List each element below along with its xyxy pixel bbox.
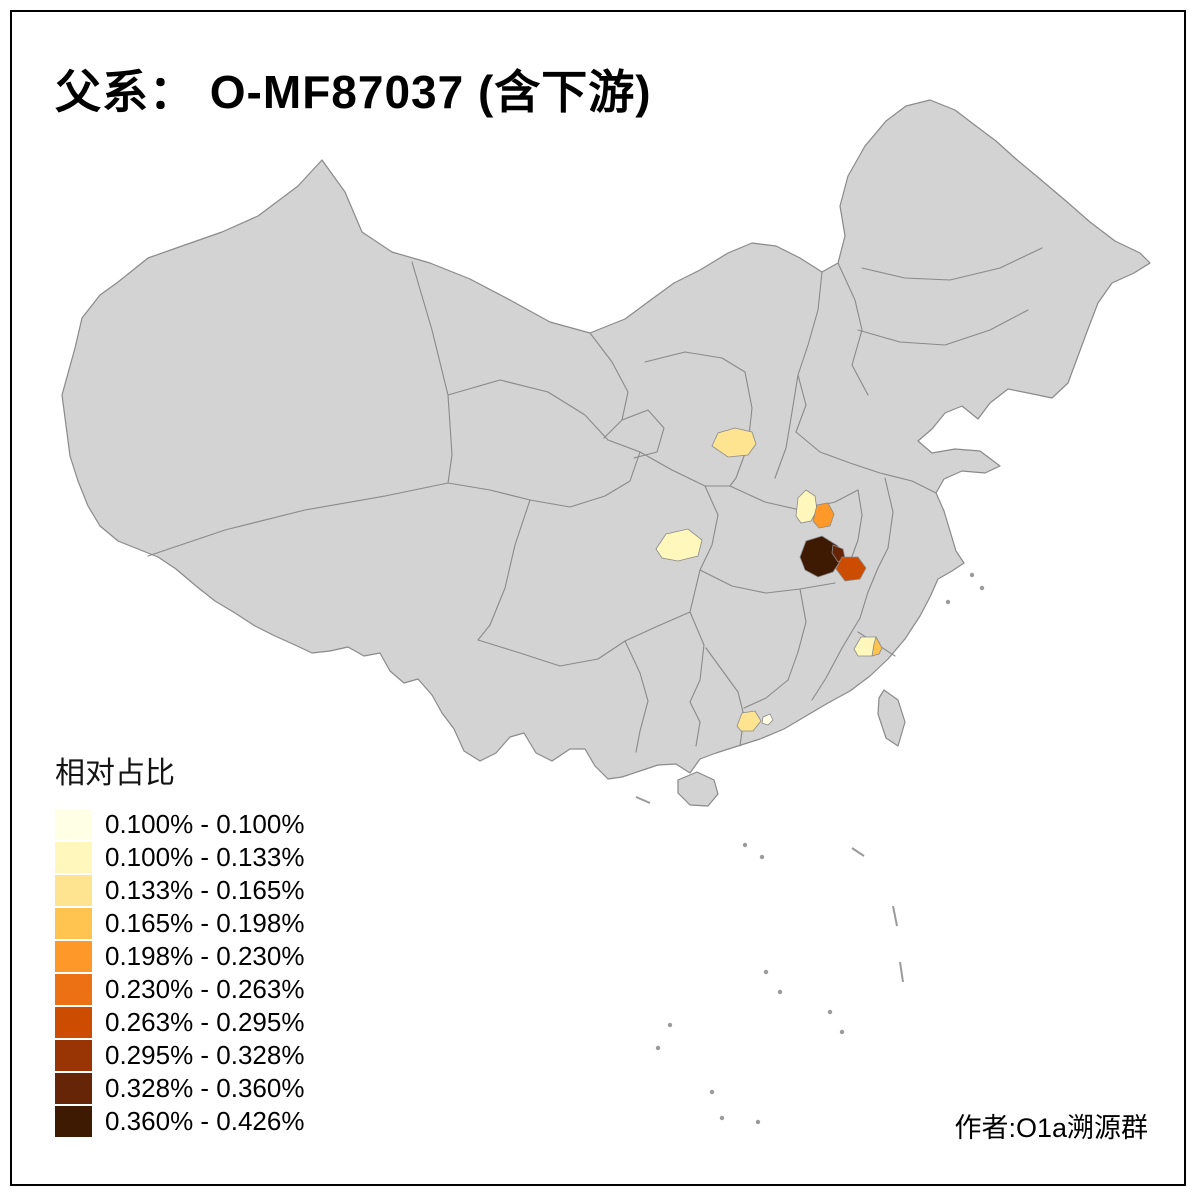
highlight-region-3: [812, 502, 835, 529]
author-caption: 作者:O1a溯源群: [954, 1113, 1148, 1143]
legend-item: 0.360% - 0.426%: [55, 1105, 304, 1138]
china-mainland-shape: [61, 99, 1151, 780]
legend-item: 0.328% - 0.360%: [55, 1072, 304, 1105]
highlight-region-10: [736, 710, 762, 732]
legend-label: 0.263% - 0.295%: [105, 1007, 305, 1037]
legend-title: 相对占比: [55, 757, 175, 790]
legend-swatch: [55, 941, 92, 972]
legend-label: 0.100% - 0.133%: [105, 842, 305, 872]
legend-swatch: [55, 1106, 92, 1137]
legend-swatch: [55, 974, 92, 1005]
highlight-region-4: [655, 528, 703, 562]
legend-label: 0.100% - 0.100%: [105, 809, 305, 839]
legend-item: 0.165% - 0.198%: [55, 907, 304, 940]
hainan-island-shape: [677, 771, 719, 807]
highlight-region-2: [795, 489, 818, 524]
highlight-regions-group: [655, 427, 883, 732]
legend-item: 0.198% - 0.230%: [55, 940, 304, 973]
legend-item: 0.295% - 0.328%: [55, 1039, 304, 1072]
legend-label: 0.328% - 0.360%: [105, 1073, 305, 1103]
legend-label: 0.360% - 0.426%: [105, 1106, 305, 1136]
legend: 相对占比 0.100% - 0.100% 0.100% - 0.133% 0.1…: [55, 748, 304, 1138]
land-group: [61, 99, 1151, 807]
legend-swatch: [55, 908, 92, 939]
legend-item: 0.133% - 0.165%: [55, 874, 304, 907]
highlight-region-1: [711, 427, 757, 458]
legend-label: 0.133% - 0.165%: [105, 875, 305, 905]
legend-item: 0.230% - 0.263%: [55, 973, 304, 1006]
legend-swatch: [55, 809, 92, 840]
legend-label: 0.198% - 0.230%: [105, 941, 305, 971]
legend-swatch: [55, 875, 92, 906]
legend-label: 0.230% - 0.263%: [105, 974, 305, 1004]
legend-swatch: [55, 1073, 92, 1104]
legend-swatch: [55, 1007, 92, 1038]
legend-item: 0.100% - 0.133%: [55, 841, 304, 874]
legend-item: 0.263% - 0.295%: [55, 1006, 304, 1039]
legend-label: 0.165% - 0.198%: [105, 908, 305, 938]
legend-item: 0.100% - 0.100%: [55, 808, 304, 841]
legend-label: 0.295% - 0.328%: [105, 1040, 305, 1070]
highlight-region-11: [761, 713, 774, 726]
chart-title: 父系： O-MF87037 (含下游): [55, 66, 652, 118]
legend-swatch: [55, 1040, 92, 1071]
south-china-sea-islands-group: [635, 572, 985, 1125]
highlight-region-9: [871, 635, 883, 657]
highlight-region-7: [835, 556, 867, 582]
taiwan-island-shape: [877, 689, 906, 747]
legend-swatch: [55, 842, 92, 873]
